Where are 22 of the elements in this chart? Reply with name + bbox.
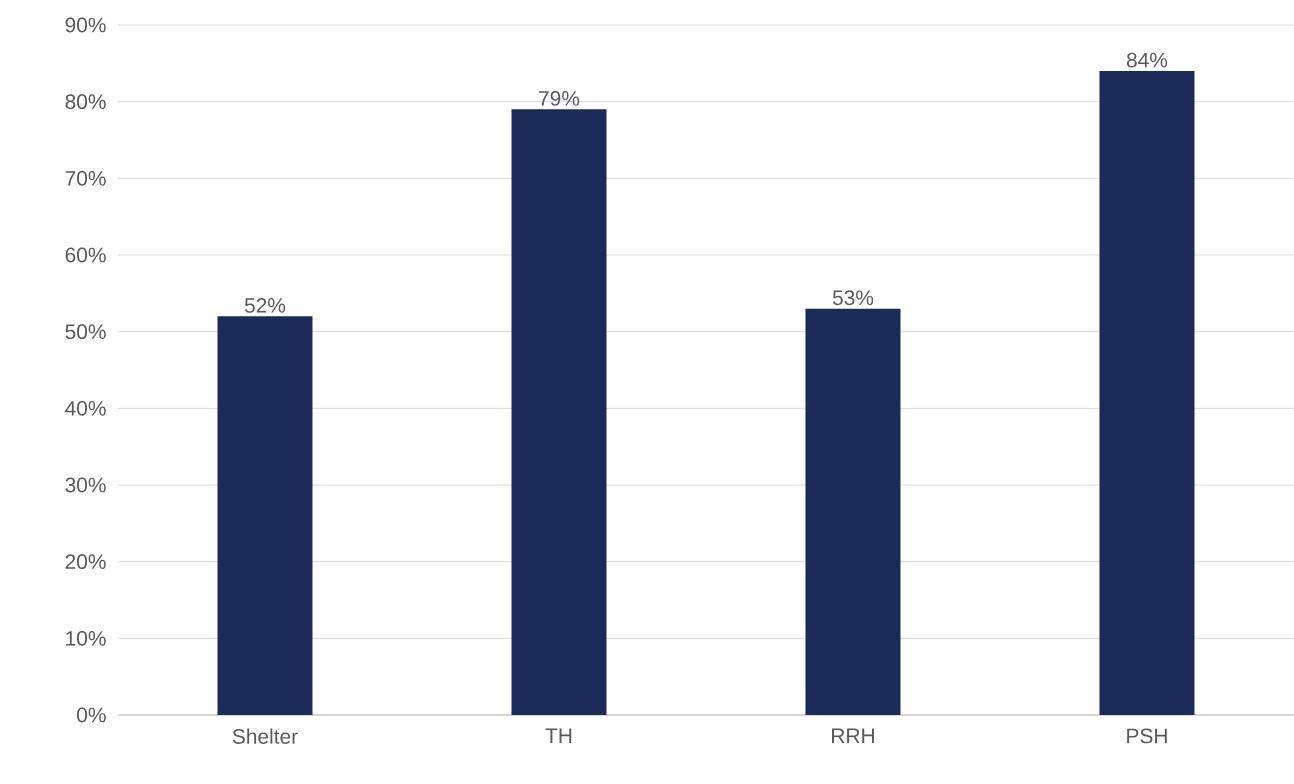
data-label: 79% — [539, 91, 580, 106]
y-tick-label: 50% — [65, 324, 106, 340]
bar — [1099, 71, 1195, 715]
data-label: 53% — [832, 290, 874, 306]
y-tick-label: 30% — [65, 477, 106, 493]
bar — [511, 109, 607, 715]
data-label: 84% — [1126, 52, 1168, 68]
y-tick-label: 10% — [66, 630, 106, 646]
y-tick-label: 80% — [65, 94, 106, 110]
x-tick-label: PSH — [1127, 728, 1167, 744]
y-tick-label: 0% — [77, 707, 106, 723]
bar — [805, 308, 901, 715]
y-tick-label: 60% — [65, 247, 106, 263]
y-tick-label: 20% — [65, 554, 106, 570]
x-tick-label: TH — [545, 728, 572, 743]
y-tick-label: 40% — [65, 400, 106, 416]
y-tick-label: 70% — [65, 170, 106, 186]
data-label: 52% — [244, 298, 286, 313]
y-tick-label: 90% — [65, 17, 106, 33]
bar — [217, 316, 313, 715]
x-tick-label: RRH — [832, 728, 874, 743]
x-tick-label: Shelter — [232, 728, 298, 744]
